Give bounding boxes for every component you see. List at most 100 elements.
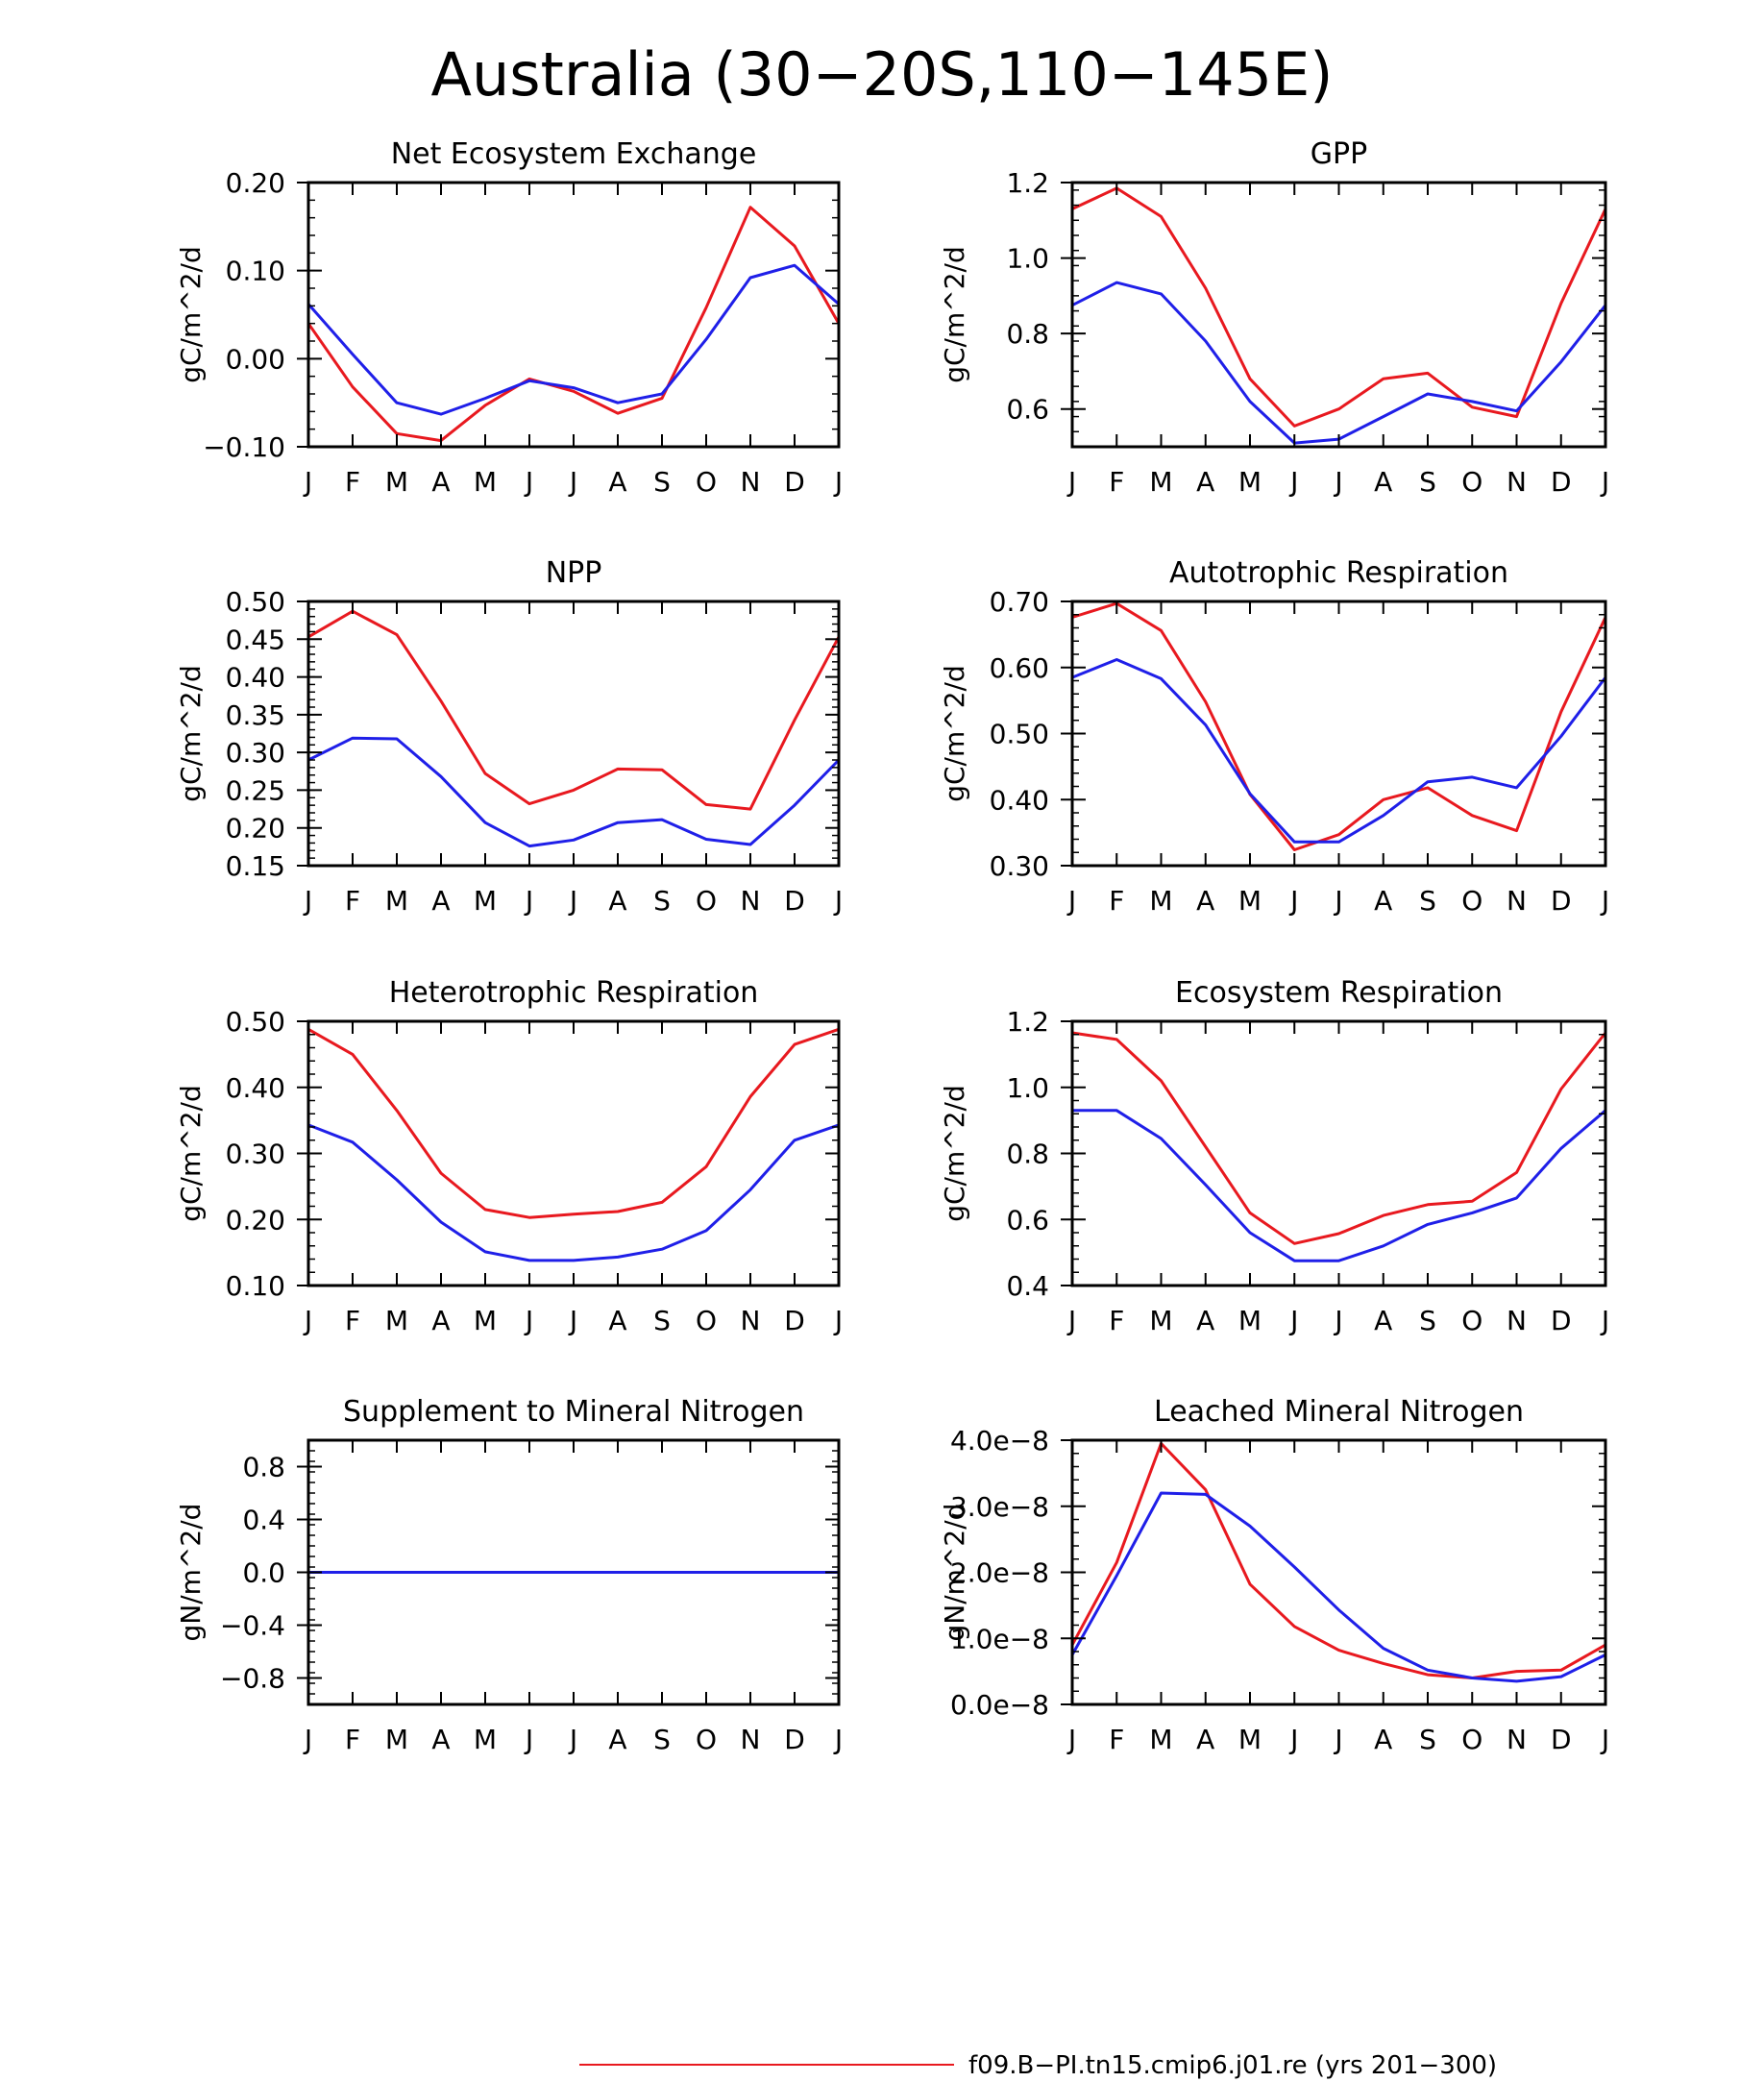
- y-axis-label: gC/m^2/d: [175, 246, 207, 383]
- x-tick-label: J: [1600, 1305, 1609, 1336]
- x-tick-label: J: [568, 1724, 577, 1755]
- y-axis-label: gC/m^2/d: [175, 1085, 207, 1222]
- x-tick-label: M: [1238, 885, 1262, 917]
- x-tick-label: J: [1288, 1724, 1298, 1755]
- x-tick-label: D: [1551, 1724, 1572, 1755]
- x-tick-label: F: [1109, 466, 1124, 498]
- x-tick-label: A: [1374, 1305, 1392, 1336]
- panel-autotrophic-respiration: J F M A M J J A S O N D J0.300.400.500.600.70Autotro…: [939, 556, 1609, 917]
- y-tick-label: 0.60: [990, 652, 1049, 684]
- x-tick-label: M: [1149, 466, 1172, 498]
- panel-title: Ecosystem Respiration: [1175, 976, 1503, 1010]
- y-axis-label: gC/m^2/d: [175, 665, 207, 802]
- x-tick-label: J: [568, 466, 577, 498]
- y-tick-label: 0.4: [1006, 1270, 1049, 1302]
- panel-title: Net Ecosystem Exchange: [391, 137, 757, 171]
- x-tick-label: M: [1238, 466, 1262, 498]
- x-tick-label: S: [1419, 885, 1436, 917]
- x-tick-label: J: [833, 885, 843, 917]
- plot-frame: [306, 181, 841, 449]
- panel-title: Leached Mineral Nitrogen: [1154, 1395, 1524, 1429]
- panel-supplement-to-mineral-nitrogen: J F M A M J J A S O N D J−0.8−0.40.00.40.8Supplement…: [175, 1395, 843, 1755]
- y-tick-label: 2.0e−8: [950, 1557, 1049, 1589]
- y-tick-label: 1.2: [1006, 1006, 1049, 1038]
- x-tick-label: D: [784, 1305, 805, 1336]
- x-tick-label: J: [1066, 466, 1076, 498]
- x-tick-label: S: [1419, 466, 1436, 498]
- x-tick-label: J: [1333, 1305, 1342, 1336]
- x-tick-label: S: [653, 1724, 671, 1755]
- panel-title: GPP: [1311, 137, 1367, 171]
- x-tick-label: F: [345, 1724, 360, 1755]
- x-tick-label: N: [741, 1724, 761, 1755]
- y-tick-label: 0.15: [226, 850, 285, 882]
- y-tick-label: 0.40: [226, 662, 285, 694]
- panel-title: Autotrophic Respiration: [1169, 556, 1508, 590]
- y-tick-label: 1.2: [1006, 167, 1049, 199]
- y-tick-label: 0.20: [226, 1204, 285, 1236]
- x-tick-label: M: [1149, 885, 1172, 917]
- x-tick-label: A: [1196, 1305, 1214, 1336]
- legend: f09.B−PI.tn15.cmip6.j01.re (yrs 201−300): [579, 2051, 1497, 2080]
- y-tick-label: 0.8: [242, 1452, 285, 1483]
- series-line-blue: [1070, 1491, 1606, 1683]
- y-axis-label: gN/m^2/d: [939, 1504, 970, 1642]
- y-tick-label: 0.35: [226, 699, 285, 731]
- x-tick-label: F: [345, 885, 360, 917]
- y-tick-label: 4.0e−8: [950, 1425, 1049, 1457]
- x-tick-label: A: [608, 885, 626, 917]
- x-tick-label: J: [833, 1724, 843, 1755]
- x-tick-label: O: [696, 1724, 717, 1755]
- x-tick-label: A: [1374, 466, 1392, 498]
- x-tick-label: S: [1419, 1724, 1436, 1755]
- series-line-blue: [1071, 281, 1607, 445]
- series-line-blue: [1072, 1109, 1606, 1262]
- y-tick-label: 0.20: [226, 813, 285, 845]
- y-tick-label: 0.30: [990, 850, 1049, 882]
- legend-label: f09.B−PI.tn15.cmip6.j01.re (yrs 201−300): [968, 2051, 1497, 2080]
- series-line-blue: [306, 263, 840, 416]
- y-tick-label: 0.4: [242, 1505, 285, 1536]
- x-tick-label: J: [303, 466, 312, 498]
- x-tick-label: J: [1333, 466, 1342, 498]
- x-tick-label: J: [1066, 885, 1076, 917]
- x-tick-label: M: [1238, 1305, 1262, 1336]
- series-line-blue: [1071, 658, 1607, 844]
- x-tick-label: A: [608, 466, 626, 498]
- y-tick-label: 0.50: [226, 1006, 285, 1038]
- x-tick-label: J: [1066, 1305, 1076, 1336]
- y-tick-label: 0.8: [1006, 1139, 1049, 1170]
- series-line-blue: [307, 1123, 840, 1262]
- x-tick-label: A: [431, 466, 450, 498]
- x-tick-label: A: [1196, 466, 1214, 498]
- x-tick-label: O: [1461, 1305, 1482, 1336]
- x-tick-label: J: [1600, 466, 1609, 498]
- x-tick-label: F: [345, 1305, 360, 1336]
- series-line-red: [1070, 1441, 1606, 1679]
- x-tick-label: O: [696, 466, 717, 498]
- series-line-red: [1071, 1031, 1607, 1245]
- y-axis-label: gC/m^2/d: [939, 246, 970, 383]
- panel-npp: J F M A M J J A S O N D J0.150.200.250.300.350.400.4…: [175, 556, 843, 917]
- x-tick-label: D: [1551, 466, 1572, 498]
- figure-title: Australia (30−20S,110−145E): [431, 39, 1334, 110]
- y-tick-label: 0.6: [1006, 394, 1049, 426]
- x-tick-label: A: [1374, 1724, 1392, 1755]
- panel-leached-mineral-nitrogen: J F M A M J J A S O N D J0.0e−81.0e−82.0e−83.0e−84.0…: [939, 1395, 1609, 1755]
- x-tick-label: D: [1551, 885, 1572, 917]
- y-tick-label: 0.20: [226, 167, 285, 199]
- x-tick-label: M: [385, 885, 408, 917]
- y-tick-label: 0.6: [1006, 1204, 1049, 1236]
- x-tick-label: S: [653, 885, 671, 917]
- x-tick-label: N: [741, 466, 761, 498]
- plot-frame: [306, 1019, 841, 1287]
- x-tick-label: J: [1333, 1724, 1342, 1755]
- x-tick-label: F: [1109, 1305, 1124, 1336]
- x-tick-label: J: [524, 1305, 533, 1336]
- x-tick-label: N: [741, 1305, 761, 1336]
